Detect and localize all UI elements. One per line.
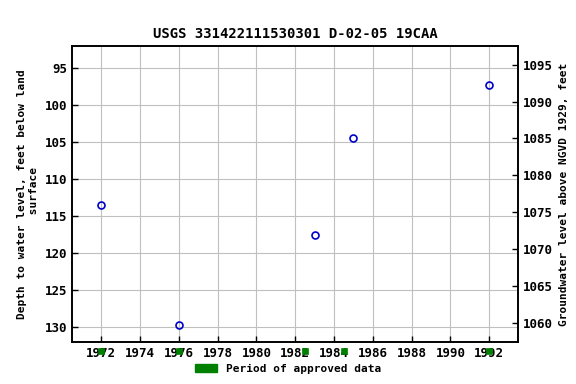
Y-axis label: Groundwater level above NGVD 1929, feet: Groundwater level above NGVD 1929, feet <box>559 62 569 326</box>
Title: USGS 331422111530301 D-02-05 19CAA: USGS 331422111530301 D-02-05 19CAA <box>153 27 438 41</box>
Legend: Period of approved data: Period of approved data <box>191 359 385 379</box>
Y-axis label: Depth to water level, feet below land
 surface: Depth to water level, feet below land su… <box>17 69 39 319</box>
